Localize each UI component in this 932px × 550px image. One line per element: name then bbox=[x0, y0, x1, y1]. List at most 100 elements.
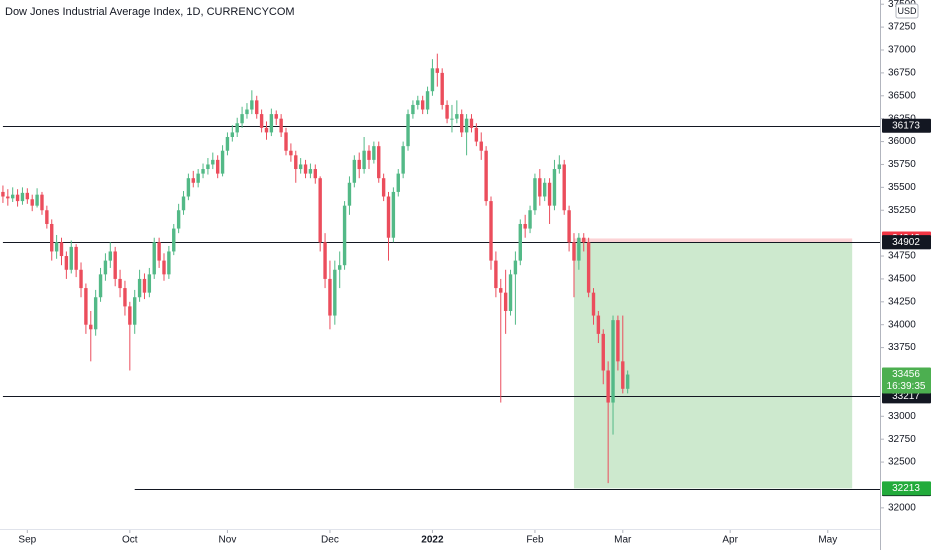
candle-body bbox=[50, 223, 54, 252]
candle-body bbox=[450, 118, 454, 120]
candle-body bbox=[445, 104, 449, 119]
candle-body bbox=[489, 201, 493, 261]
candle-body bbox=[625, 374, 630, 389]
last-price-label-box bbox=[882, 367, 931, 394]
candle-body bbox=[196, 173, 200, 183]
y-tick-label: 33000 bbox=[888, 411, 916, 422]
level-label: 36173 bbox=[892, 120, 920, 131]
y-tick-label: 36750 bbox=[888, 68, 916, 79]
candle-body bbox=[20, 192, 25, 202]
candle-body bbox=[547, 182, 552, 206]
x-tick-label: Feb bbox=[526, 535, 544, 546]
candle-body bbox=[1, 191, 5, 197]
candle-body bbox=[533, 178, 537, 211]
candle-body bbox=[586, 242, 591, 293]
candle-body bbox=[152, 242, 156, 275]
candle-body bbox=[191, 178, 195, 183]
candle-body bbox=[552, 169, 557, 206]
candle-body bbox=[328, 278, 332, 316]
y-tick-label: 32750 bbox=[888, 434, 916, 445]
candle-body bbox=[201, 169, 205, 174]
entry-label: 34902 bbox=[892, 237, 920, 248]
candle-body bbox=[557, 164, 562, 170]
candle-body bbox=[601, 333, 605, 371]
y-tick-label: 34250 bbox=[888, 296, 916, 307]
candle-body bbox=[503, 292, 508, 311]
y-tick-label: 36000 bbox=[888, 136, 916, 147]
candle-body bbox=[118, 278, 122, 289]
candle-body bbox=[420, 100, 425, 110]
candle-body bbox=[416, 100, 420, 105]
candle-body bbox=[494, 260, 498, 289]
candle-body bbox=[108, 251, 113, 261]
candle-body bbox=[562, 164, 566, 211]
candle-body bbox=[162, 260, 166, 275]
y-tick-label: 32000 bbox=[888, 502, 916, 513]
candle-body bbox=[89, 324, 93, 330]
candle-body bbox=[230, 132, 235, 137]
candle-body bbox=[93, 297, 98, 330]
candle-body bbox=[64, 256, 69, 270]
candle-body bbox=[474, 127, 479, 142]
candle-body bbox=[69, 246, 73, 270]
candle-body bbox=[176, 210, 181, 229]
candle-body bbox=[181, 196, 186, 211]
candle-body bbox=[284, 132, 288, 151]
candle-body bbox=[30, 199, 34, 206]
y-tick-label: 34000 bbox=[888, 319, 916, 330]
candle-body bbox=[347, 182, 352, 206]
candle-body bbox=[79, 269, 83, 289]
candle-body bbox=[391, 191, 396, 238]
candle-body bbox=[215, 159, 220, 174]
candle-body bbox=[567, 210, 571, 243]
candle-body bbox=[499, 288, 503, 293]
y-tick-label: 34750 bbox=[888, 251, 916, 262]
candle-body bbox=[460, 114, 464, 133]
candle-body bbox=[269, 114, 274, 133]
candle-body bbox=[6, 196, 10, 199]
candle-body bbox=[279, 118, 283, 133]
candle-body bbox=[386, 196, 391, 238]
candle-body bbox=[172, 228, 176, 252]
candle-body bbox=[298, 164, 303, 170]
currency: USD bbox=[897, 6, 917, 16]
candle-body bbox=[513, 260, 518, 275]
candle-body bbox=[606, 370, 610, 403]
level-label: 33217 bbox=[892, 391, 920, 402]
candle-body bbox=[611, 320, 615, 403]
candle-body bbox=[294, 155, 298, 170]
candle-body bbox=[240, 114, 244, 124]
candle-body bbox=[84, 288, 88, 325]
y-tick-label: 36500 bbox=[888, 90, 916, 101]
candle-body bbox=[74, 246, 78, 270]
candle-body bbox=[142, 278, 147, 293]
chart-title: Dow Jones Industrial Average Index, 1D, … bbox=[5, 6, 295, 18]
candle-body bbox=[98, 274, 103, 298]
candle-body bbox=[362, 150, 366, 170]
candle-body bbox=[235, 123, 239, 133]
price-axis: 32000 32500 32750 33000 33750 34000 34250 34500… bbox=[880, 0, 931, 513]
candle-body bbox=[35, 194, 39, 206]
candle-body bbox=[323, 242, 327, 279]
y-tick-label: 37250 bbox=[888, 22, 916, 33]
candle-body bbox=[401, 146, 405, 174]
candle-body bbox=[103, 260, 108, 275]
y-tick-label: 34500 bbox=[888, 274, 916, 285]
candle-body bbox=[220, 150, 225, 174]
candle-body bbox=[469, 118, 474, 128]
plot-area bbox=[1, 53, 880, 490]
x-tick-label: Nov bbox=[219, 535, 237, 546]
candle-body bbox=[518, 223, 522, 261]
candle-body bbox=[274, 114, 278, 119]
candle-body bbox=[167, 251, 171, 275]
candle-body bbox=[577, 237, 581, 261]
candle-body bbox=[455, 114, 459, 119]
currency-box bbox=[895, 3, 919, 19]
candle-body bbox=[440, 72, 444, 105]
candle-body bbox=[591, 292, 596, 316]
candle-body bbox=[572, 242, 576, 261]
candle-body bbox=[381, 178, 386, 197]
candle-body bbox=[372, 146, 376, 160]
candle-body bbox=[430, 68, 435, 92]
